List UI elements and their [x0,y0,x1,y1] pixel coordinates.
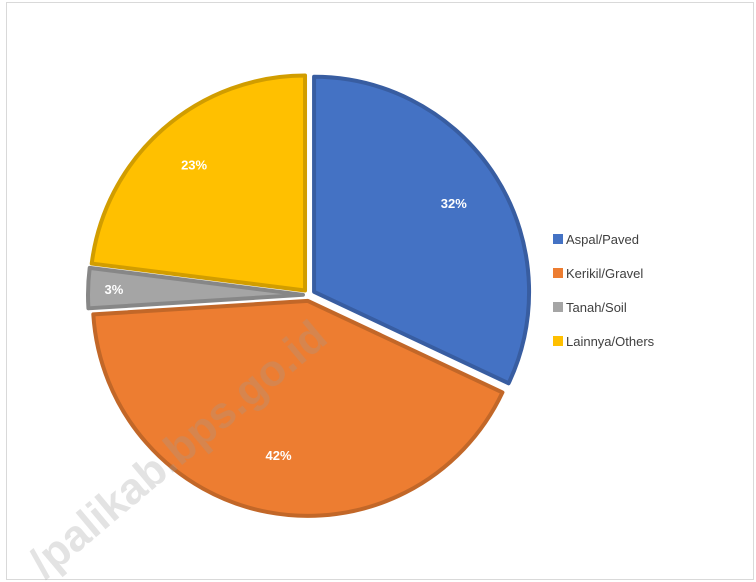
legend-swatch-kerikil-gravel [553,268,563,278]
pie-slice-lainnya-others [89,73,308,293]
legend-label-aspal-paved: Aspal/Paved [566,232,639,247]
legend-swatch-tanah-soil [553,302,563,312]
legend-label-tanah-soil: Tanah/Soil [566,300,627,315]
legend-label-kerikil-gravel: Kerikil/Gravel [566,266,643,281]
pie-slice-tanah-soil [86,265,305,311]
pie-slice-kerikil-gravel [91,298,505,518]
legend-swatch-aspal-paved [553,234,563,244]
legend-swatch-lainnya-others [553,336,563,346]
pie-slices [86,73,532,518]
data-label-aspal-paved: 32% [441,196,467,211]
data-label-tanah-soil: 3% [105,282,124,297]
legend-label-lainnya-others: Lainnya/Others [566,334,655,349]
pie-data-labels: 32% 42% 3% 23% [105,158,468,463]
chart-legend: Aspal/Paved Kerikil/Gravel Tanah/Soil Lainn… [553,232,655,349]
pie-slice-aspal-paved [312,74,532,386]
data-label-kerikil-gravel: 42% [265,448,291,463]
data-label-lainnya-others: 23% [181,158,207,173]
